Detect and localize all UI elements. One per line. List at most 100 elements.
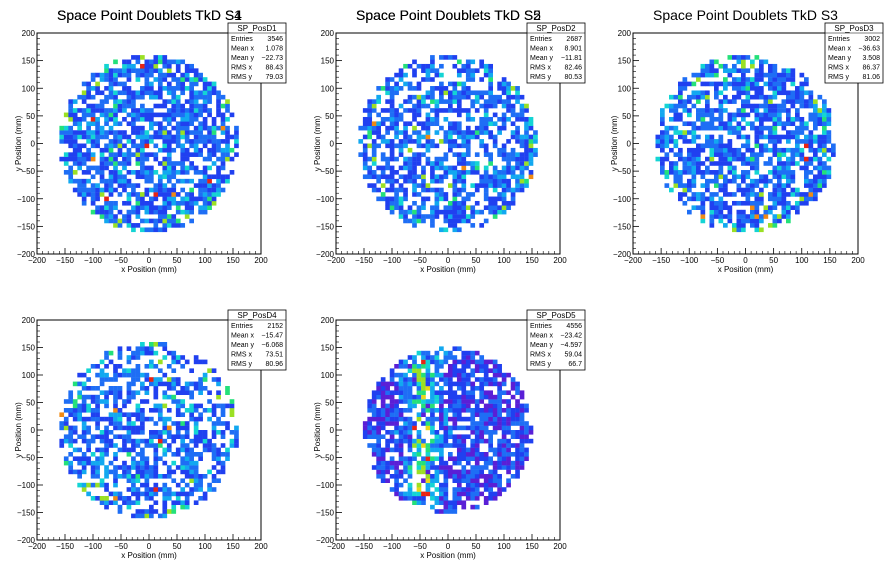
heat-cell: [421, 491, 426, 497]
heat-cell: [113, 187, 118, 193]
heat-cell: [412, 103, 417, 109]
heat-cell: [448, 416, 453, 422]
heat-cell: [416, 390, 422, 395]
heat-cell: [104, 394, 109, 400]
heat-cell: [394, 178, 399, 184]
heat-cell: [162, 342, 168, 347]
heat-cell: [376, 430, 381, 435]
heat-cell: [483, 377, 489, 382]
heat-cell: [465, 147, 471, 153]
y-tick-label: 200: [22, 316, 36, 325]
heat-cell: [171, 469, 177, 475]
heat-cell: [157, 77, 163, 82]
heat-cell: [104, 350, 109, 356]
heat-cell: [718, 125, 724, 131]
heat-cell: [68, 394, 74, 400]
heat-cell: [216, 183, 221, 188]
heat-cell: [474, 209, 480, 215]
heat-cell: [202, 99, 208, 104]
heat-cell: [732, 223, 737, 228]
heat-cell: [131, 430, 136, 435]
heat-cell: [452, 509, 458, 514]
heat-cell: [452, 408, 458, 413]
heat-cell: [421, 214, 426, 219]
heat-cell: [162, 130, 168, 135]
heat-cell: [799, 99, 805, 104]
heat-cell: [81, 425, 87, 431]
heat-cell: [678, 152, 683, 157]
heat-cell: [497, 465, 502, 470]
heat-cell: [403, 359, 408, 365]
heat-cell: [474, 94, 480, 100]
heat-cell: [718, 156, 724, 162]
heat-cell: [144, 86, 150, 91]
stats-label: Entries: [828, 36, 850, 43]
heat-cell: [412, 394, 417, 400]
heat-cell: [452, 170, 458, 175]
heat-cell: [483, 456, 489, 461]
heat-cell: [528, 147, 534, 153]
heat-cell: [700, 94, 706, 100]
heat-cell: [59, 130, 65, 135]
heat-cell: [750, 156, 755, 162]
heat-cell: [394, 386, 399, 391]
stats-label: Mean x: [828, 46, 851, 53]
heat-cell: [403, 143, 408, 149]
heat-cell: [691, 72, 697, 78]
heat-cell: [443, 359, 449, 365]
heat-cell: [790, 152, 796, 157]
heat-cell: [367, 421, 373, 426]
heat-cell: [398, 359, 404, 365]
heat-cell: [732, 86, 737, 91]
heat-cell: [528, 152, 534, 157]
heat-cell: [394, 443, 399, 448]
heat-cell: [153, 192, 159, 197]
heat-cell: [166, 425, 172, 431]
heat-cell: [483, 412, 489, 417]
heat-cell: [736, 209, 742, 215]
heat-cell: [723, 108, 728, 113]
heat-cell: [465, 90, 471, 96]
y-tick-label: 0: [31, 140, 36, 149]
heat-cell: [443, 482, 449, 488]
heat-cell: [207, 156, 212, 162]
heat-cell: [465, 372, 471, 378]
heat-cell: [754, 81, 760, 87]
heat-cell: [515, 125, 520, 131]
heat-cell: [90, 196, 96, 202]
heat-cell: [122, 99, 127, 104]
heat-cell: [394, 447, 399, 453]
heat-cell: [229, 112, 235, 118]
heat-cell: [524, 156, 529, 162]
heat-cell: [795, 86, 800, 91]
heat-cell: [474, 504, 480, 510]
x-tick-label: 100: [497, 542, 511, 551]
heat-cell: [705, 178, 710, 184]
heat-cell: [153, 94, 159, 100]
heat-cell: [216, 165, 221, 171]
heat-cell: [166, 416, 172, 422]
heat-cell: [95, 130, 100, 135]
heat-cell: [745, 174, 751, 180]
heat-cell: [786, 139, 791, 144]
heat-cell: [439, 81, 444, 87]
heat-cell: [104, 452, 109, 457]
heat-cell: [430, 504, 435, 510]
heat-cell: [126, 412, 132, 417]
heat-cell: [180, 425, 186, 431]
heat-cell: [709, 121, 715, 127]
heat-cell: [497, 196, 502, 202]
heat-cell: [456, 359, 462, 365]
heat-cell: [732, 130, 737, 135]
heat-cell: [220, 465, 226, 470]
heat-cell: [144, 59, 150, 65]
heat-cell: [501, 183, 507, 188]
heat-cell: [664, 134, 670, 140]
heat-cell: [189, 161, 194, 166]
heat-cell: [682, 103, 688, 109]
heat-cell: [470, 116, 476, 122]
heat-cell: [108, 192, 114, 197]
heat-cell: [166, 139, 172, 144]
